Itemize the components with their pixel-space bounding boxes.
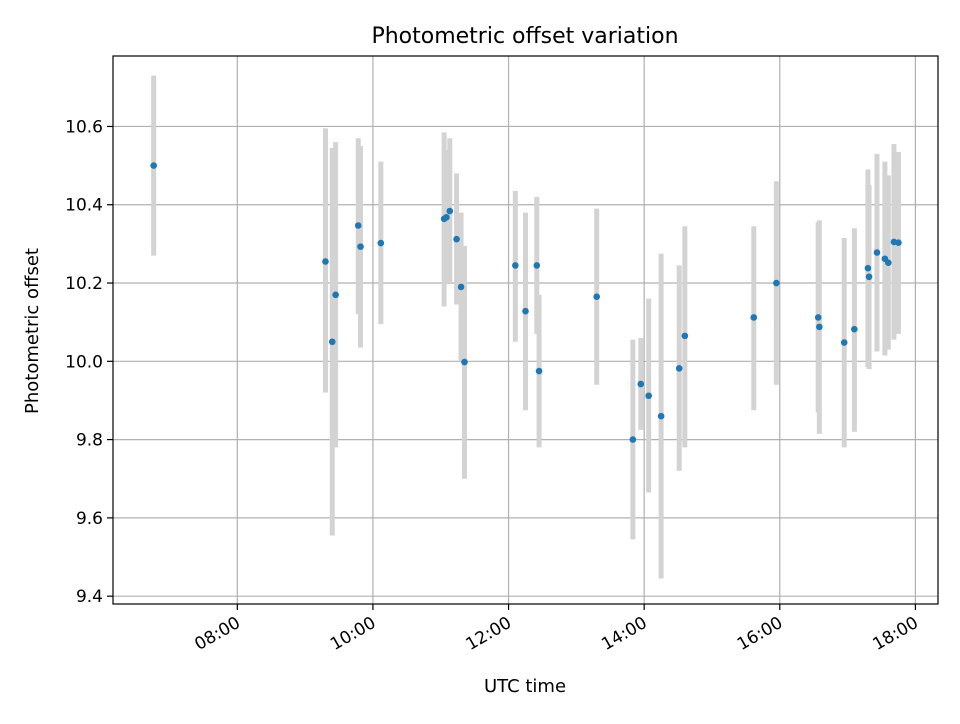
data-point [816,323,823,331]
y-axis-ticks: 9.4 9.6 9.8 10.0 10.2 10.4 10.6 [65,117,113,607]
data-point [773,279,780,287]
data-point [840,339,848,346]
data-point [645,392,652,400]
y-tick-label: 10.2 [65,274,103,294]
data-point [443,213,450,221]
data-point [629,436,637,443]
data-point [535,367,543,375]
data-point [814,314,822,321]
data-point [873,249,881,256]
data-point [884,259,892,266]
y-axis-label: Photometric offset [22,248,43,414]
data-point [681,332,689,340]
y-tick-label: 10.4 [65,196,103,216]
data-point [332,291,339,299]
chart-title: Photometric offset variation [371,24,678,49]
data-point [865,273,873,281]
data-point [461,358,468,366]
y-tick-label: 10.6 [65,117,103,137]
data-point [895,239,902,247]
data-point [864,264,872,272]
grid-lines [113,56,938,604]
data-point [328,338,336,346]
x-axis-label: UTC time [484,676,566,697]
data-point [750,314,758,321]
data-point [357,243,364,250]
data-point [657,412,665,420]
y-tick-label: 9.6 [76,509,103,529]
data-point [593,293,600,301]
y-tick-label: 10.0 [65,352,103,372]
data-points [150,162,902,443]
data-point [446,207,454,215]
axes-frame [112,55,939,605]
data-point [851,325,858,333]
data-point [675,365,683,372]
y-tick-label: 9.8 [76,431,103,451]
data-point [457,283,465,291]
data-point [354,222,362,229]
data-point [512,262,519,269]
data-point [322,258,329,265]
y-tick-label: 9.4 [76,587,103,607]
data-point [377,239,385,247]
data-point [533,262,541,269]
data-point [453,235,460,243]
data-point [150,162,157,169]
data-point [522,307,529,315]
data-point [637,380,645,388]
